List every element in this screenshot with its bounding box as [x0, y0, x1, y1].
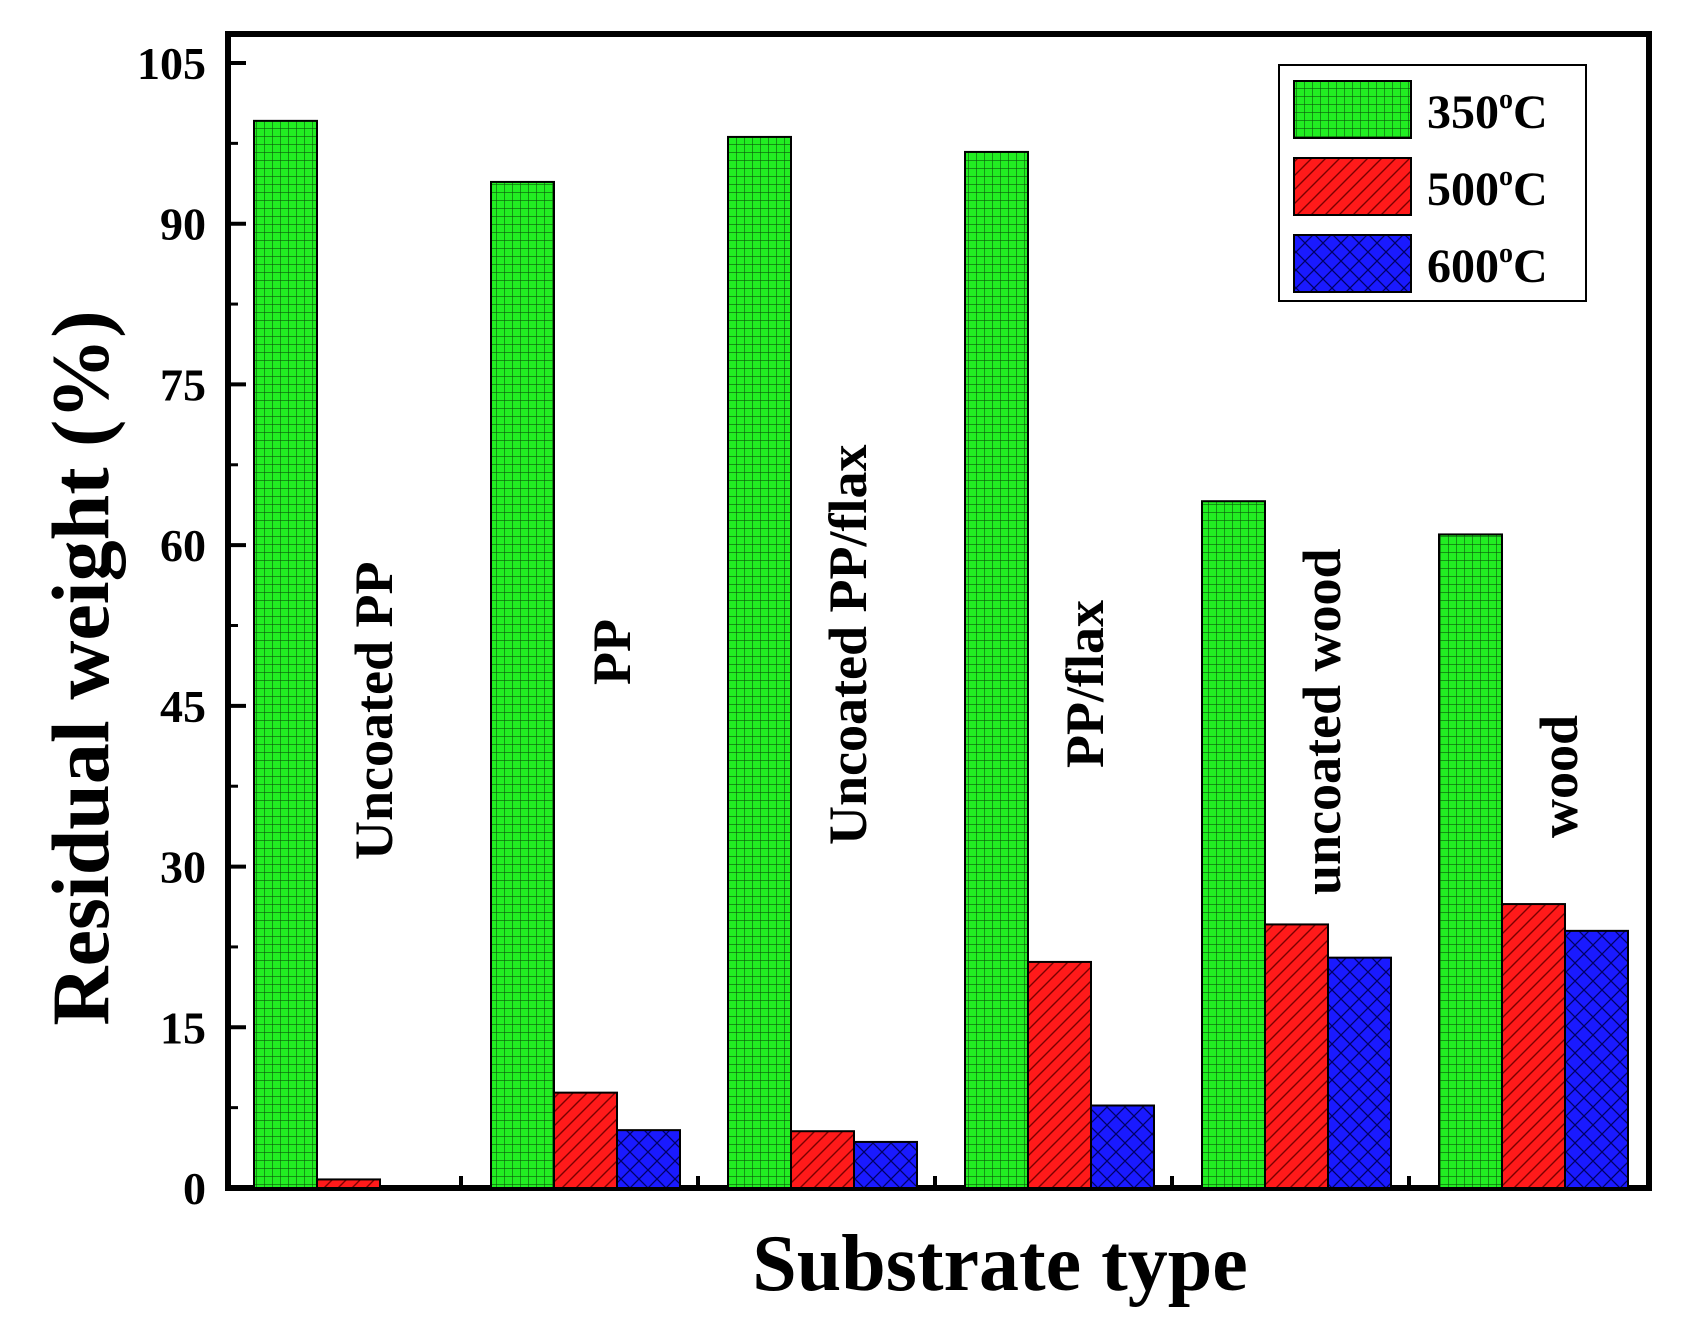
- category-labels: Uncoated PP PP Uncoated PP/flax PP/flax unco…: [344, 445, 1589, 895]
- bar-350-4: [1201, 500, 1266, 1189]
- bar-500-1: [553, 1091, 618, 1189]
- bar-350-2: [727, 135, 792, 1189]
- bar-500-4: [1264, 923, 1329, 1190]
- legend-swatch: [1293, 157, 1412, 216]
- y-axis-ticks: 0 15 30 45 60 75 90 105: [137, 38, 246, 1214]
- bar-600-3: [1090, 1104, 1155, 1189]
- legend-label: 500oC: [1427, 161, 1548, 216]
- category-label: PP: [582, 619, 642, 685]
- y-tick-label: 30: [160, 842, 206, 893]
- bar-500-5: [1501, 903, 1566, 1189]
- plot-frame: [225, 31, 1652, 1191]
- legend: 350oC 500oC 600oC: [1278, 64, 1587, 302]
- y-tick-label: 90: [160, 199, 206, 250]
- bar-500-2: [790, 1130, 855, 1189]
- bar-500-3: [1027, 960, 1092, 1190]
- bar-600-1: [616, 1129, 681, 1189]
- bar-350-3: [964, 150, 1029, 1189]
- y-tick-label: 75: [160, 359, 206, 410]
- bars: [253, 119, 1629, 1190]
- legend-swatch: [1293, 234, 1412, 293]
- bar-600-5: [1564, 929, 1629, 1189]
- y-axis-label: Residual weight (%): [35, 310, 126, 1025]
- bar-600-4: [1327, 956, 1392, 1190]
- y-tick-label: 45: [160, 681, 206, 732]
- legend-items: 350oC 500oC 600oC: [1293, 80, 1548, 293]
- bar-350-0: [253, 119, 318, 1189]
- category-label: Uncoated PP/flax: [818, 445, 878, 845]
- legend-swatch: [1293, 80, 1412, 139]
- y-tick-label: 0: [183, 1163, 206, 1214]
- y-tick-label: 15: [160, 1002, 206, 1053]
- category-label: uncoated wood: [1292, 548, 1352, 895]
- bar-350-1: [490, 180, 555, 1189]
- legend-label: 600oC: [1427, 238, 1548, 293]
- x-axis-ticks: [459, 1176, 1411, 1188]
- bar-600-2: [853, 1140, 918, 1190]
- category-label: wood: [1529, 715, 1589, 838]
- bar-500-0: [316, 1178, 381, 1190]
- y-tick-label: 60: [160, 520, 206, 571]
- bar-350-5: [1438, 533, 1503, 1189]
- y-tick-label: 105: [137, 38, 206, 89]
- category-label: Uncoated PP: [344, 562, 404, 860]
- legend-label: 350oC: [1427, 84, 1548, 139]
- x-axis-label: Substrate type: [752, 1220, 1248, 1308]
- category-label: PP/flax: [1055, 600, 1115, 768]
